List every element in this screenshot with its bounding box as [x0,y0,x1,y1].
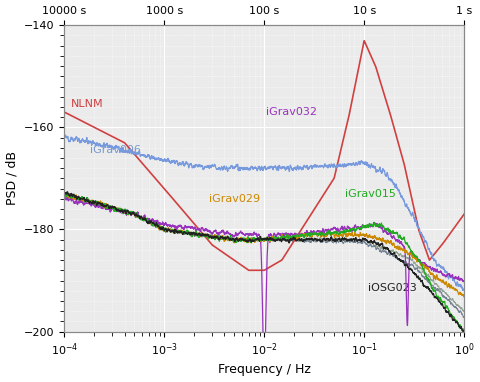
Y-axis label: PSD / dB: PSD / dB [6,151,19,206]
X-axis label: Frequency / Hz: Frequency / Hz [218,363,311,376]
Text: iGrav029: iGrav029 [209,194,260,204]
Text: NLNM: NLNM [71,99,103,109]
Text: iGrav032: iGrav032 [266,107,317,117]
Text: iGrav015: iGrav015 [346,189,396,199]
Text: iOSG023: iOSG023 [368,283,417,293]
Text: iGrav006: iGrav006 [90,145,141,155]
